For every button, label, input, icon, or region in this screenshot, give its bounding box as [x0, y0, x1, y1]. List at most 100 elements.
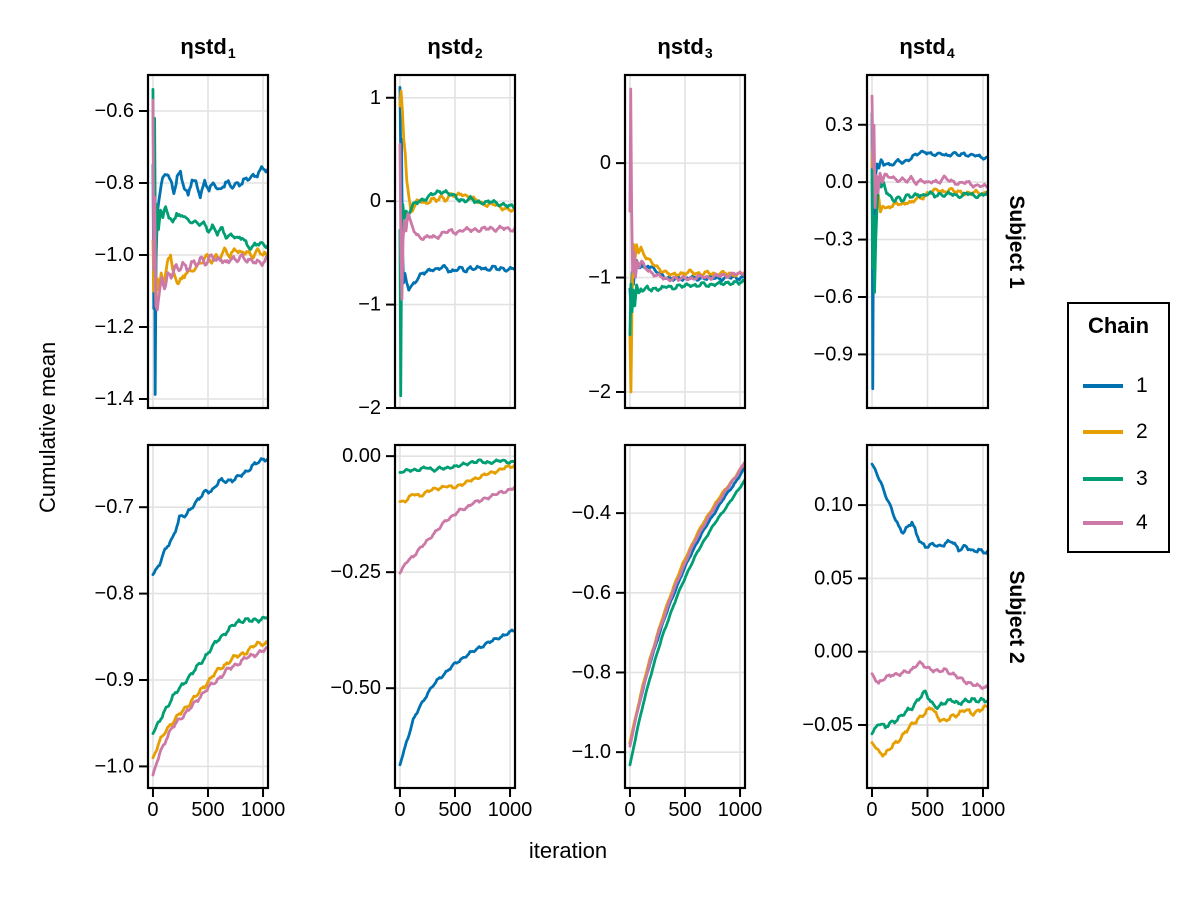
y-tick-label: −0.6 [814, 286, 853, 308]
panel-r0-c2: 0 −1 −2 [588, 73, 747, 410]
panel-r1-c3: 0.10 0.05 0.00 −0.05 0 500 1000 [802, 443, 1005, 821]
x-axis-ticks: 0 500 1000 [394, 789, 532, 821]
line-chain-3 [151, 615, 267, 735]
panel-border [865, 443, 990, 790]
line-chain-1 [151, 457, 267, 576]
y-tick-label: −1.2 [95, 316, 134, 338]
legend-box: Chain 1 2 3 4 [1067, 302, 1170, 553]
panel-r0-c3: 0.3 0.0 −0.3 −0.6 −0.9 [814, 73, 990, 410]
y-tick-label: −1.0 [95, 244, 134, 266]
line-chain-3 [628, 479, 744, 767]
panel-border [146, 443, 270, 790]
y-tick-label: −0.6 [572, 582, 611, 604]
panel-border [393, 73, 517, 410]
legend-item-label: 2 [1136, 420, 1148, 443]
row-label-subject-2: Subject 2 [1005, 570, 1028, 664]
line-chain-4 [398, 142, 514, 301]
y-tick-label: 0.0 [825, 171, 853, 193]
legend-title: Chain [1087, 313, 1150, 338]
x-tick-label: 0 [147, 799, 158, 821]
x-tick-label: 500 [668, 799, 701, 821]
line-chain-3 [398, 189, 514, 398]
y-axis-ticks: −0.7 −0.8 −0.9 −1.0 [95, 496, 147, 777]
x-axis-ticks: 0 500 1000 [624, 789, 762, 821]
panel-r1-c2: −0.4 −0.6 −0.8 −1.0 0 500 1000 [572, 443, 762, 821]
line-chain-4 [151, 645, 267, 777]
line-chain-1 [628, 466, 744, 745]
line-chain-4 [870, 94, 987, 209]
x-axis-ticks: 0 500 1000 [866, 789, 1005, 821]
panel-title-base: ηstd [899, 34, 946, 59]
line-chain-1 [151, 144, 267, 396]
y-tick-label: −0.7 [95, 496, 134, 518]
y-axis-ticks: 0.10 0.05 0.00 −0.05 [802, 494, 866, 736]
panel-r0-c1: 1 0 −1 −2 [358, 73, 517, 419]
y-tick-label: −2 [358, 397, 381, 419]
panel-border [623, 443, 747, 790]
legend-item-chain-4: 4 [1069, 511, 1168, 534]
x-axis-ticks: 0 500 1000 [147, 789, 285, 821]
y-tick-label: −2 [588, 381, 611, 403]
gridlines [149, 76, 267, 407]
line-chain-2 [398, 463, 514, 504]
y-tick-label: −1 [358, 294, 381, 316]
gridlines [626, 76, 744, 407]
y-tick-label: 1 [370, 87, 381, 109]
x-tick-label: 1000 [961, 799, 1006, 821]
y-axis-ticks: 1 0 −1 −2 [358, 87, 394, 419]
x-tick-label: 1000 [718, 799, 763, 821]
legend-line-swatch [1083, 384, 1123, 388]
line-chain-2 [870, 704, 987, 758]
y-tick-label: −0.9 [814, 343, 853, 365]
legend-item-label: 3 [1136, 467, 1148, 490]
x-tick-label: 0 [866, 799, 877, 821]
x-tick-label: 1000 [241, 799, 286, 821]
y-axis-ticks: −0.6 −0.8 −1.0 −1.2 −1.4 [95, 100, 147, 410]
y-tick-label: −0.8 [95, 583, 134, 605]
panel-border [623, 73, 747, 410]
panel-border [146, 73, 270, 410]
y-axis-label: Cumulative mean [35, 341, 60, 513]
y-axis-ticks: 0.3 0.0 −0.3 −0.6 −0.9 [814, 114, 866, 365]
line-chain-2 [151, 640, 267, 760]
panel-title-2: ηstd2 [355, 31, 555, 63]
y-tick-label: 0.3 [825, 114, 853, 136]
x-tick-label: 500 [191, 799, 224, 821]
x-tick-label: 1000 [488, 799, 533, 821]
legend-item-chain-3: 3 [1069, 467, 1168, 490]
y-axis-ticks: 0.00 −0.25 −0.50 [330, 445, 394, 699]
line-chain-3 [870, 169, 987, 294]
row-label-subject-1: Subject 1 [1005, 195, 1028, 289]
line-chain-3 [151, 88, 267, 278]
y-tick-label: −0.05 [802, 714, 853, 736]
x-tick-label: 0 [394, 799, 405, 821]
y-tick-label: 0.00 [814, 641, 853, 663]
line-chain-2 [151, 239, 267, 301]
legend-item-label: 1 [1136, 374, 1148, 397]
y-tick-label: −0.9 [95, 669, 134, 691]
y-tick-label: −1 [588, 267, 611, 289]
gridlines [868, 446, 987, 787]
line-chain-1 [398, 628, 514, 767]
panel-title-subscript: 4 [946, 45, 955, 61]
y-tick-label: −0.25 [330, 561, 381, 583]
x-axis-label: iteration [528, 838, 608, 863]
line-chain-4 [628, 461, 744, 748]
gridlines [868, 76, 987, 407]
line-chain-4 [151, 98, 267, 312]
gridlines [396, 76, 514, 409]
panel-title-3: ηstd3 [585, 31, 785, 63]
panel-r1-c0: −0.7 −0.8 −0.9 −1.0 0 500 1000 [95, 443, 285, 821]
panel-title-base: ηstd [427, 34, 474, 59]
y-tick-label: −0.8 [572, 661, 611, 683]
line-chain-1 [870, 462, 987, 555]
panel-border [865, 73, 990, 410]
panel-r1-c1: 0.00 −0.25 −0.50 0 500 1000 [330, 443, 532, 821]
gridlines [626, 446, 744, 787]
legend-line-swatch [1083, 430, 1123, 434]
line-chain-3 [628, 278, 744, 337]
y-tick-label: −0.50 [330, 677, 381, 699]
y-tick-label: −0.8 [95, 172, 134, 194]
legend-item-chain-2: 2 [1069, 420, 1168, 443]
